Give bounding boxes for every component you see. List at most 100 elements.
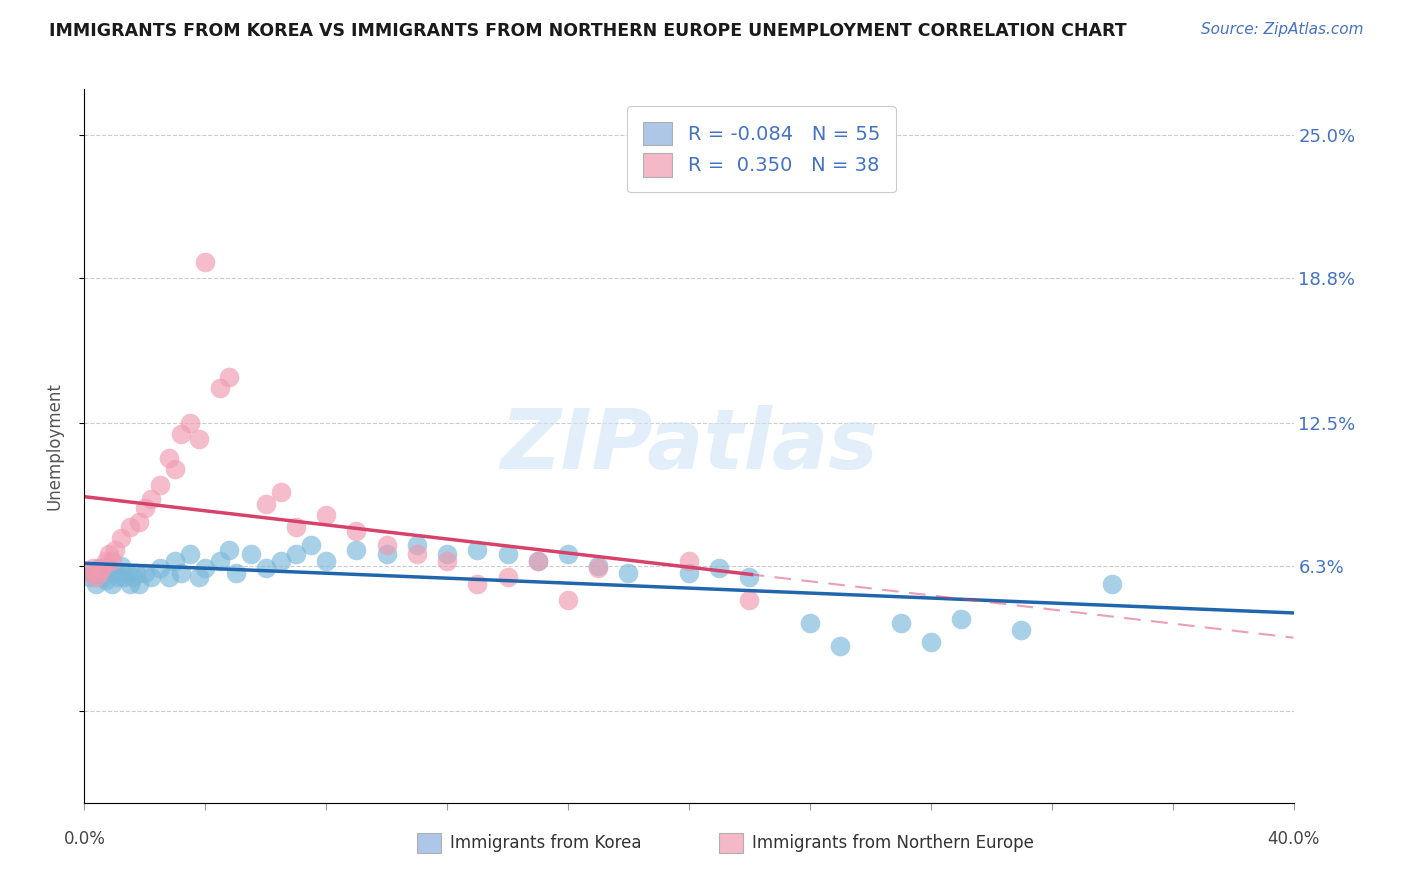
- Point: [406, 538, 429, 552]
- Point: [436, 547, 458, 561]
- Point: [79, 570, 101, 584]
- FancyBboxPatch shape: [418, 833, 441, 853]
- Point: [149, 561, 172, 575]
- Text: Source: ZipAtlas.com: Source: ZipAtlas.com: [1201, 22, 1364, 37]
- Point: [346, 524, 368, 538]
- Text: IMMIGRANTS FROM KOREA VS IMMIGRANTS FROM NORTHERN EUROPE UNEMPLOYMENT CORRELATIO: IMMIGRANTS FROM KOREA VS IMMIGRANTS FROM…: [49, 22, 1126, 40]
- Point: [1101, 577, 1123, 591]
- Point: [86, 577, 108, 591]
- Point: [588, 561, 610, 575]
- Point: [209, 554, 232, 568]
- Point: [588, 558, 610, 573]
- Point: [188, 570, 211, 584]
- Point: [179, 547, 201, 561]
- Point: [118, 519, 141, 533]
- Point: [436, 554, 458, 568]
- Point: [678, 566, 700, 580]
- Point: [94, 554, 117, 568]
- Point: [179, 416, 201, 430]
- Point: [100, 577, 122, 591]
- Point: [91, 570, 114, 584]
- Point: [139, 491, 162, 506]
- Point: [496, 570, 519, 584]
- Point: [315, 508, 337, 522]
- Point: [79, 566, 101, 580]
- Point: [557, 593, 579, 607]
- Point: [89, 561, 111, 575]
- Point: [170, 566, 193, 580]
- Point: [165, 554, 187, 568]
- Point: [709, 561, 731, 575]
- Point: [97, 547, 120, 561]
- Point: [188, 432, 211, 446]
- Point: [375, 547, 398, 561]
- Point: [375, 538, 398, 552]
- Point: [157, 570, 180, 584]
- Point: [467, 577, 489, 591]
- Point: [128, 515, 150, 529]
- Point: [82, 561, 104, 575]
- Point: [1011, 623, 1033, 637]
- Point: [527, 554, 550, 568]
- Text: 40.0%: 40.0%: [1267, 830, 1320, 848]
- Point: [149, 478, 172, 492]
- Text: Immigrants from Northern Europe: Immigrants from Northern Europe: [752, 834, 1033, 852]
- Point: [738, 593, 761, 607]
- Point: [254, 561, 277, 575]
- Point: [139, 570, 162, 584]
- Point: [104, 566, 127, 580]
- Point: [557, 547, 579, 561]
- Point: [270, 554, 292, 568]
- Point: [82, 566, 104, 580]
- Point: [125, 566, 148, 580]
- Point: [157, 450, 180, 465]
- Point: [950, 612, 973, 626]
- Point: [299, 538, 322, 552]
- Point: [118, 577, 141, 591]
- Point: [315, 554, 337, 568]
- Point: [799, 616, 821, 631]
- Point: [134, 501, 156, 516]
- Point: [165, 462, 187, 476]
- Point: [170, 427, 193, 442]
- Point: [285, 519, 308, 533]
- FancyBboxPatch shape: [720, 833, 744, 853]
- Point: [128, 577, 150, 591]
- Point: [112, 570, 135, 584]
- Point: [209, 381, 232, 395]
- Legend: R = -0.084   N = 55, R =  0.350   N = 38: R = -0.084 N = 55, R = 0.350 N = 38: [627, 106, 896, 193]
- Point: [527, 554, 550, 568]
- Point: [86, 570, 108, 584]
- Point: [218, 542, 240, 557]
- Text: Immigrants from Korea: Immigrants from Korea: [450, 834, 641, 852]
- Point: [830, 640, 852, 654]
- Point: [617, 566, 640, 580]
- Point: [890, 616, 912, 631]
- Point: [97, 561, 120, 575]
- Point: [254, 497, 277, 511]
- Point: [100, 554, 122, 568]
- Y-axis label: Unemployment: Unemployment: [45, 382, 63, 510]
- Point: [107, 570, 129, 584]
- Point: [134, 566, 156, 580]
- Text: 0.0%: 0.0%: [63, 830, 105, 848]
- Point: [89, 566, 111, 580]
- Point: [110, 531, 132, 545]
- Point: [285, 547, 308, 561]
- Point: [94, 573, 117, 587]
- Point: [738, 570, 761, 584]
- Point: [218, 370, 240, 384]
- Point: [121, 570, 143, 584]
- Point: [467, 542, 489, 557]
- Point: [104, 542, 127, 557]
- Point: [678, 554, 700, 568]
- Point: [406, 547, 429, 561]
- Point: [115, 566, 138, 580]
- Point: [496, 547, 519, 561]
- Point: [239, 547, 262, 561]
- Point: [225, 566, 247, 580]
- Point: [91, 561, 114, 575]
- Point: [346, 542, 368, 557]
- Point: [270, 485, 292, 500]
- Text: ZIPatlas: ZIPatlas: [501, 406, 877, 486]
